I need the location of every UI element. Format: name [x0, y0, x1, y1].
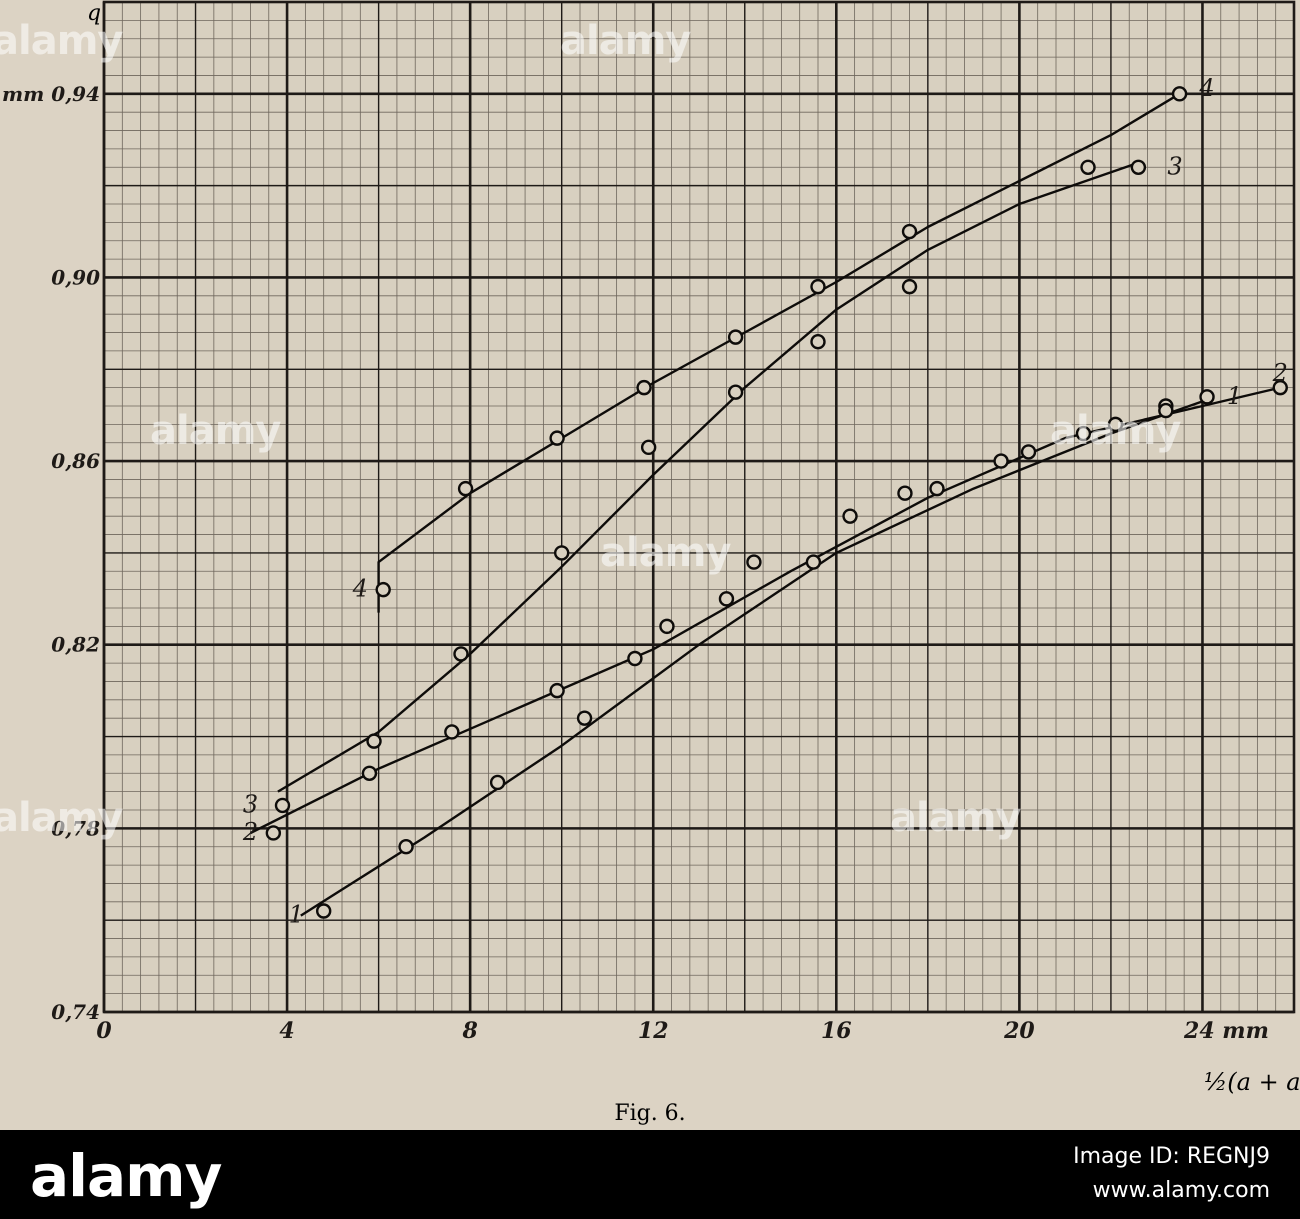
- curve-label: 1: [1227, 382, 1242, 410]
- watermark-bar: alamy Image ID: REGNJ9 www.alamy.com: [0, 1130, 1300, 1219]
- data-point-series-2: [361, 765, 378, 781]
- y-tick-label: 0,86: [51, 449, 100, 473]
- data-point-series-4: [810, 278, 826, 295]
- plot-frame: [102, 0, 1296, 1014]
- curve-label: 1: [289, 901, 304, 929]
- curve-label: 3: [243, 790, 258, 818]
- x-tick-label: 8: [461, 1018, 477, 1044]
- image-id: Image ID: REGNJ9: [1073, 1144, 1270, 1169]
- data-point-series-4: [457, 480, 474, 497]
- series-line-1: [300, 400, 1203, 917]
- alamy-logo: alamy: [30, 1142, 222, 1210]
- series-line-3: [277, 161, 1139, 793]
- y-tick-label: 0,82: [51, 633, 100, 657]
- data-point-series-2: [805, 554, 822, 570]
- data-point-series-3: [727, 384, 744, 400]
- data-point-series-3: [901, 278, 918, 295]
- figure-caption: Fig. 6.: [614, 1101, 685, 1126]
- series-line-2: [249, 386, 1281, 835]
- data-point-series-4: [549, 430, 565, 446]
- x-axis-label: ½(a + a′): [1204, 1068, 1300, 1096]
- data-point-series-1: [576, 710, 593, 726]
- site-url: www.alamy.com: [1092, 1178, 1270, 1203]
- y-axis-symbol: q: [87, 1, 101, 26]
- data-point-series-2: [627, 650, 643, 667]
- x-tick-label: 4: [279, 1018, 294, 1044]
- y-tick-label: mm 0,94: [2, 82, 100, 106]
- data-point-series-4: [1080, 159, 1096, 175]
- data-point-series-3: [274, 797, 291, 814]
- x-tick-label: 24 mm: [1183, 1018, 1269, 1044]
- series-points: [265, 86, 1288, 919]
- data-point-series-1: [1199, 389, 1215, 405]
- plot-area: [104, 2, 1294, 1012]
- series-lines: [249, 92, 1281, 917]
- data-point-series-1: [1075, 425, 1092, 442]
- data-point-series-1: [315, 903, 332, 919]
- data-point-series-2: [718, 591, 735, 607]
- data-point-series-1: [746, 554, 762, 570]
- data-point-series-1: [993, 453, 1009, 469]
- data-point-series-3: [640, 439, 657, 456]
- major-grid: [102, 0, 1296, 1014]
- curve-label: 3: [1167, 152, 1182, 180]
- curve-label: 4: [352, 575, 368, 603]
- data-point-series-3: [810, 334, 826, 350]
- x-tick-label: 0: [96, 1018, 112, 1044]
- data-point-series-2: [1272, 379, 1288, 396]
- data-point-series-1: [842, 508, 858, 524]
- data-point-series-2: [265, 825, 282, 841]
- data-point-series-3: [553, 545, 570, 561]
- data-point-series-1: [659, 618, 675, 635]
- data-point-series-1: [897, 485, 913, 501]
- x-tick-label: 16: [821, 1018, 852, 1044]
- data-point-series-4: [727, 329, 744, 345]
- y-tick-label: 0,74: [51, 1000, 100, 1024]
- data-point-series-4: [1171, 86, 1188, 102]
- data-point-series-2: [929, 480, 945, 497]
- curve-label: 2: [242, 818, 258, 846]
- data-point-series-2: [1158, 402, 1174, 419]
- data-point-series-4: [636, 379, 652, 396]
- x-tick-label: 20: [1003, 1018, 1035, 1044]
- data-point-series-1: [398, 839, 414, 855]
- curve-label: 4: [1198, 74, 1214, 102]
- data-point-series-3: [366, 733, 382, 749]
- data-point-series-1: [489, 774, 506, 791]
- data-point-series-2: [549, 682, 565, 699]
- data-point-series-4: [375, 581, 391, 598]
- y-tick-label: 0,78: [51, 816, 100, 840]
- data-point-series-4: [901, 223, 918, 240]
- series-line-4: [377, 92, 1181, 613]
- y-tick-label: 0,90: [51, 265, 100, 289]
- curve-label: 2: [1272, 359, 1288, 387]
- data-point-series-3: [453, 646, 469, 662]
- data-point-series-2: [1020, 444, 1037, 460]
- x-tick-label: 12: [638, 1018, 669, 1044]
- data-point-series-2: [1107, 416, 1124, 433]
- data-point-series-2: [444, 724, 460, 740]
- data-point-series-3: [1130, 159, 1147, 175]
